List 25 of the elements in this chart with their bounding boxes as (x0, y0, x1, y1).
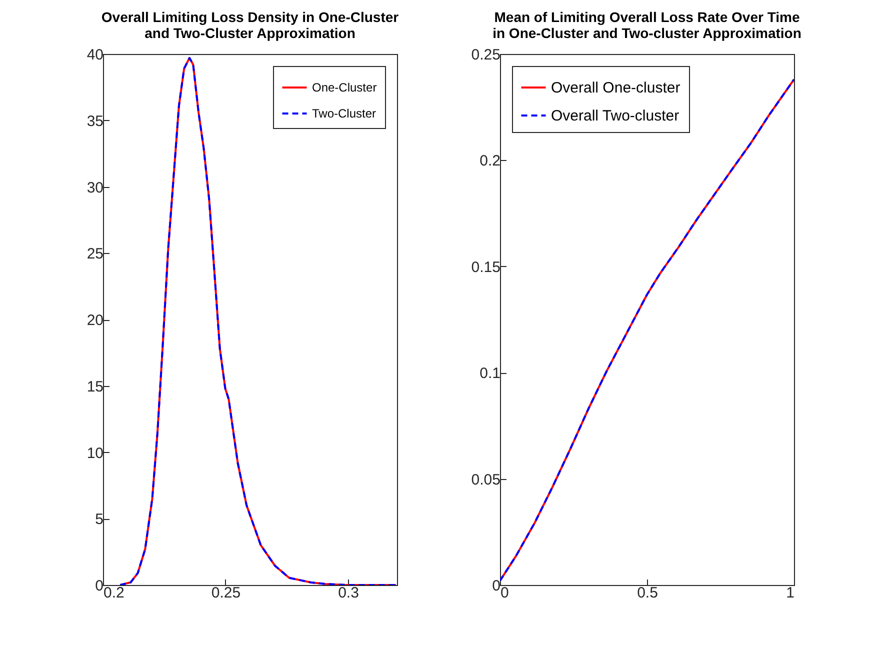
chart-title: Mean of Limiting Overall Loss Rate Over Time in One-Cluster and Two-cluster Approximation (492, 9, 802, 41)
y-tick-label: 30 (86, 179, 104, 196)
x-tick-label: 1 (786, 584, 794, 602)
legend-label: Two-Cluster (312, 106, 376, 120)
x-tick-label: 0.3 (338, 584, 359, 602)
legend-label: One-Cluster (312, 80, 377, 94)
y-tick-label: 40 (86, 46, 104, 64)
y-tick-label: 0.15 (471, 258, 500, 276)
y-tick-label: 10 (86, 444, 104, 462)
y-tick-label: 5 (95, 511, 104, 528)
y-tick-label: 0.2 (480, 152, 500, 170)
legend-label: Overall One-cluster (551, 80, 680, 96)
y-tick-label: 0.05 (471, 471, 500, 488)
line-series (119, 56, 397, 585)
y-tick-label: 25 (86, 246, 104, 263)
y-tick-label: 15 (86, 378, 104, 396)
x-tick-label: 0.25 (211, 584, 241, 602)
chart-title: Overall Limiting Loss Density in One-Cluster and Two-Cluster Approximation (101, 9, 400, 41)
legend-label: Overall Two-cluster (551, 108, 680, 124)
y-tick-label: 0.25 (471, 46, 500, 64)
y-tick-label: 35 (86, 112, 104, 130)
x-tick-label: 0.5 (637, 584, 658, 602)
line-series (500, 78, 794, 582)
y-tick-label: 20 (86, 312, 104, 329)
y-tick-label: 0.1 (480, 365, 500, 382)
